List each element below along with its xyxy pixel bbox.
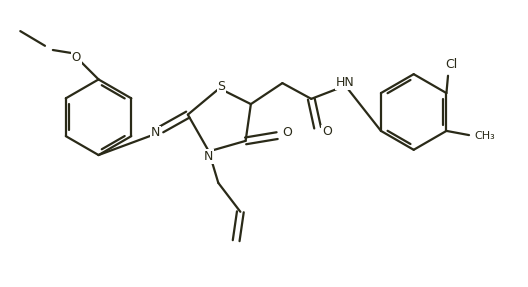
Text: Cl: Cl [446,58,458,71]
Text: N: N [150,127,160,139]
Text: S: S [218,80,225,93]
Text: CH₃: CH₃ [474,131,495,141]
Text: HN: HN [336,76,355,89]
Text: O: O [72,51,81,64]
Text: O: O [282,127,293,139]
Text: O: O [322,125,332,138]
Text: N: N [204,150,213,163]
